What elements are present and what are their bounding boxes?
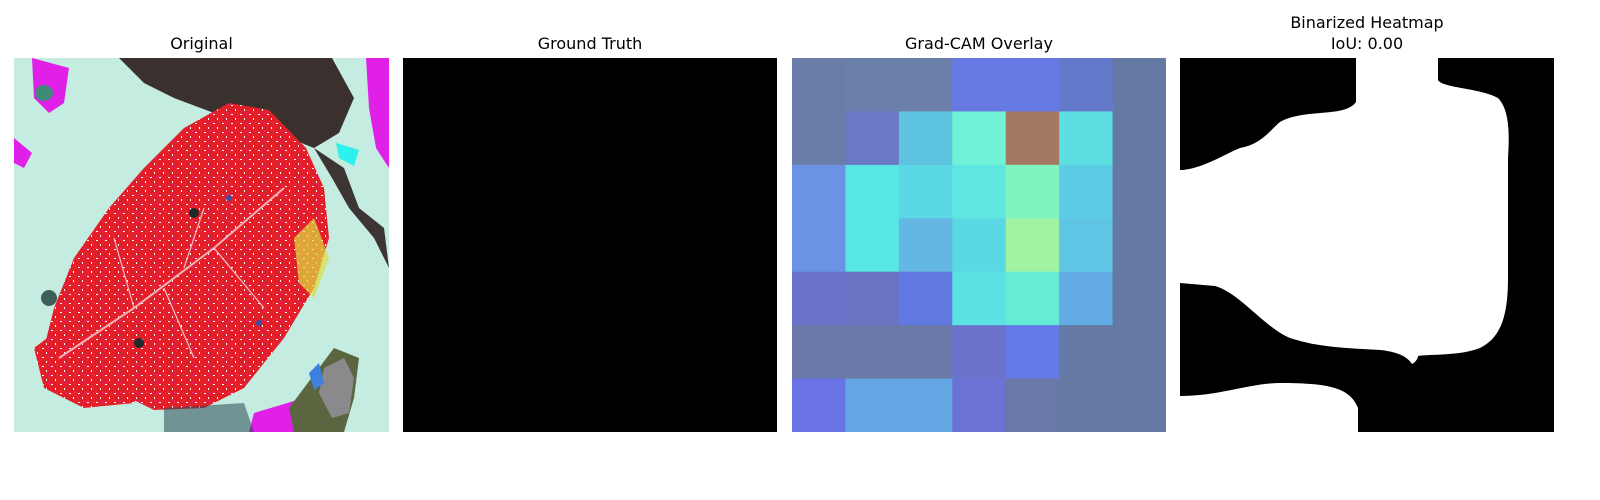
heatmap-cell <box>1005 58 1060 113</box>
heatmap-cell <box>952 378 1007 432</box>
panel-title-binarized: Binarized Heatmap <box>1290 13 1444 32</box>
panel-title-original: Original <box>170 34 233 53</box>
heatmap-cell <box>1059 271 1114 326</box>
panel-title-gradcam: Grad-CAM Overlay <box>905 34 1053 53</box>
heatmap-cell <box>792 271 847 326</box>
heatmap-cell <box>898 164 953 219</box>
heatmap-cell <box>792 111 847 166</box>
heatmap-cell <box>1005 164 1060 219</box>
heatmap-cell <box>1059 218 1114 273</box>
heatmap-cell <box>845 164 900 219</box>
heatmap-cell <box>845 58 900 113</box>
heatmap-cell <box>952 325 1007 380</box>
heatmap-cell <box>1005 325 1060 380</box>
heatmap-cell <box>952 218 1007 273</box>
heatmap-cell <box>898 271 953 326</box>
mask-region <box>1180 58 1509 364</box>
heatmap-cell <box>1059 164 1114 219</box>
heatmap-cell <box>898 111 953 166</box>
heatmap-cell <box>845 111 900 166</box>
heatmap-cell <box>1112 164 1166 219</box>
heatmap-cell <box>792 58 847 113</box>
heatmap-cell <box>898 378 953 432</box>
heatmap-cell <box>845 218 900 273</box>
heatmap-cell <box>1005 111 1060 166</box>
heatmap-cell <box>1005 271 1060 326</box>
heatmap-cell <box>1112 218 1166 273</box>
heatmap-cell <box>1059 325 1114 380</box>
heatmap-cell <box>898 325 953 380</box>
heatmap-cell <box>1112 111 1166 166</box>
ground-truth-mask <box>403 58 777 432</box>
heatmap-cell <box>792 218 847 273</box>
heatmap-cell <box>845 378 900 432</box>
heatmap-cell <box>898 58 953 113</box>
heatmap-cell <box>1112 325 1166 380</box>
iou-label: IoU: 0.00 <box>1330 34 1404 53</box>
heatmap-cell <box>1112 378 1166 432</box>
heatmap-cell <box>1005 218 1060 273</box>
heatmap-cell <box>1112 271 1166 326</box>
heatmap-cell <box>898 218 953 273</box>
heatmap-cell <box>1059 378 1114 432</box>
gradcam-heatmap <box>792 58 1166 432</box>
heatmap-cell <box>1059 111 1114 166</box>
heatmap-cell <box>845 271 900 326</box>
heatmap-cell <box>952 271 1007 326</box>
heatmap-cell <box>952 164 1007 219</box>
binarized-mask <box>1180 58 1554 432</box>
heatmap-cell <box>792 164 847 219</box>
heatmap-cell <box>952 111 1007 166</box>
heatmap-cell <box>792 378 847 432</box>
heatmap-cell <box>1112 58 1166 113</box>
heatmap-cell <box>792 325 847 380</box>
panel-title-ground-truth: Ground Truth <box>537 34 643 53</box>
heatmap-cell <box>1005 378 1060 432</box>
ground-truth-fill <box>403 58 777 432</box>
heatmap-cell <box>952 58 1007 113</box>
original-image <box>14 58 389 432</box>
heatmap-cell <box>845 325 900 380</box>
heatmap-cell <box>1059 58 1114 113</box>
